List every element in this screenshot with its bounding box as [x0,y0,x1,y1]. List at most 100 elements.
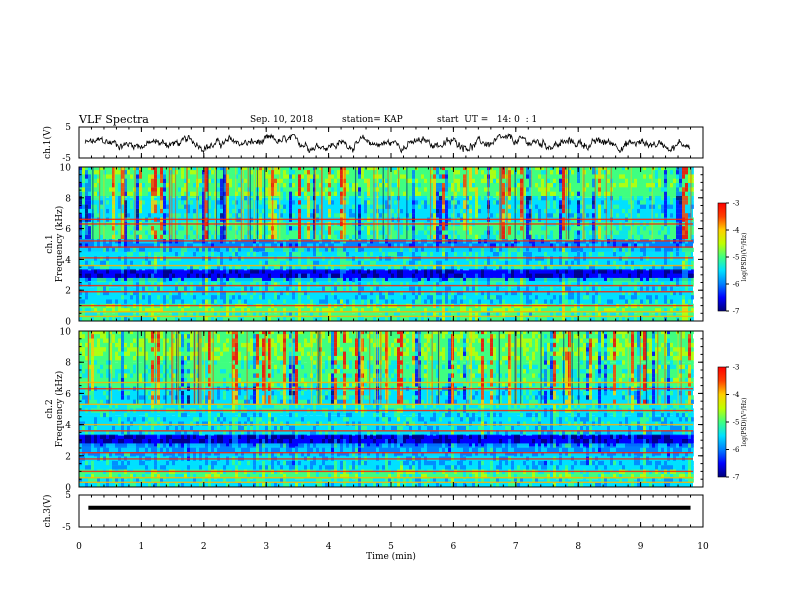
spectrogram-cell [169,204,172,209]
spectrogram-cell [472,195,475,201]
spectrogram-cell [328,312,331,317]
spectrogram-cell [445,299,448,304]
spectrogram-cell [511,226,514,231]
spectrogram-cell [439,282,442,287]
spectrogram-cell [85,195,88,201]
spectrogram-cell [544,234,547,240]
spectrogram-cell [100,167,103,171]
spectrogram-cell [352,226,355,231]
spectrogram-cell [484,208,487,214]
spectrogram-cell [121,252,124,257]
spectrogram-cell [157,208,160,214]
spectrogram-cell [292,167,295,171]
spectrogram-cell [187,264,190,270]
spectrogram-cell [292,277,295,283]
spectrogram-cell [526,187,529,192]
spectrogram-cell [97,195,100,201]
spectrogram-cell [109,295,112,300]
spectrogram-cell [508,312,511,317]
spectrogram-cell [355,260,358,265]
spectrogram-cell [112,178,115,184]
spectrogram-cell [232,269,235,274]
spectrogram-cell [169,230,172,235]
spectrogram-cell [187,290,190,296]
spectrogram-cell [340,286,343,291]
spectrogram-cell [451,226,454,231]
spectrogram-cell [304,204,307,209]
spectrogram-cell [139,252,142,257]
spectrogram-cell [250,213,253,218]
spectrogram-cell [373,282,376,287]
spectrogram-cell [238,295,241,300]
spectrogram-cell [307,208,310,214]
spectrogram-cell [418,234,421,240]
spectrogram-cell [91,277,94,283]
spectrogram-cell [193,200,196,205]
spectrogram-cell [175,208,178,214]
spectrogram-cell [346,295,349,300]
spectrogram-cell [133,269,136,274]
spectrogram-cell [523,290,526,296]
spectrogram-cell [220,260,223,265]
spectrogram-cell [136,273,139,278]
spectrogram-cell [496,277,499,283]
spectrogram-cell [307,178,310,184]
spectrogram-cell [445,295,448,300]
spectrogram-cell [295,260,298,265]
spectrogram-cell [352,260,355,265]
spectrogram-cell [358,187,361,192]
spectrogram-cell [139,170,142,175]
spectrogram-cell [82,295,85,300]
spectrogram-cell [508,282,511,287]
spectrogram-cell [427,269,430,274]
spectrogram-cell [352,234,355,240]
spectrogram-cell [151,316,154,321]
spectrogram-cell [484,299,487,304]
spectrogram-cell [385,312,388,317]
spectrogram-cell [229,252,232,257]
spectrogram-cell [241,269,244,274]
spectrogram-cell [415,277,418,283]
spectrogram-cell [448,299,451,304]
spectrogram-cell [406,170,409,175]
spectrogram-cell [226,167,229,171]
spectrogram-cell [442,200,445,205]
spectrogram-cell [301,277,304,283]
spectrogram-cell [136,243,139,248]
spectrogram-cell [358,247,361,253]
spectrogram-cell [454,226,457,231]
spectrogram-cell [268,308,271,313]
spectrogram-cell [100,282,103,287]
spectrogram-cell [199,277,202,283]
spectrogram-cell [511,308,514,313]
spectrogram-cell [220,187,223,192]
spectrogram-cell [97,286,100,291]
spectrogram-cell [199,170,202,175]
spectrogram-cell [493,312,496,317]
spectrogram-cell [451,191,454,196]
spectrogram-cell [193,178,196,184]
spectrogram-cell [277,295,280,300]
spectrogram-cell [424,290,427,296]
spectrogram-cell [181,252,184,257]
spectrogram-cell [190,277,193,283]
spectrogram-cell [529,290,532,296]
spectrogram-cell [544,170,547,175]
spectrogram-cell [262,316,265,321]
spectrogram-cell [472,226,475,231]
spectrogram-cell [388,174,391,179]
spectrogram-cell [331,226,334,231]
spectrogram-cell [355,167,358,171]
spectrogram-cell [529,208,532,214]
spectrogram-cell [118,183,121,188]
spectrogram-cell [202,213,205,218]
spectrogram-cell [469,213,472,218]
spectrogram-cell [364,243,367,248]
spectrogram-cell [412,308,415,313]
spectrogram-cell [448,178,451,184]
spectrogram-cell [454,312,457,317]
spectrogram-cell [130,178,133,184]
spectrogram-cell [274,230,277,235]
spectrogram-cell [469,226,472,231]
spectrogram-cell [529,195,532,201]
